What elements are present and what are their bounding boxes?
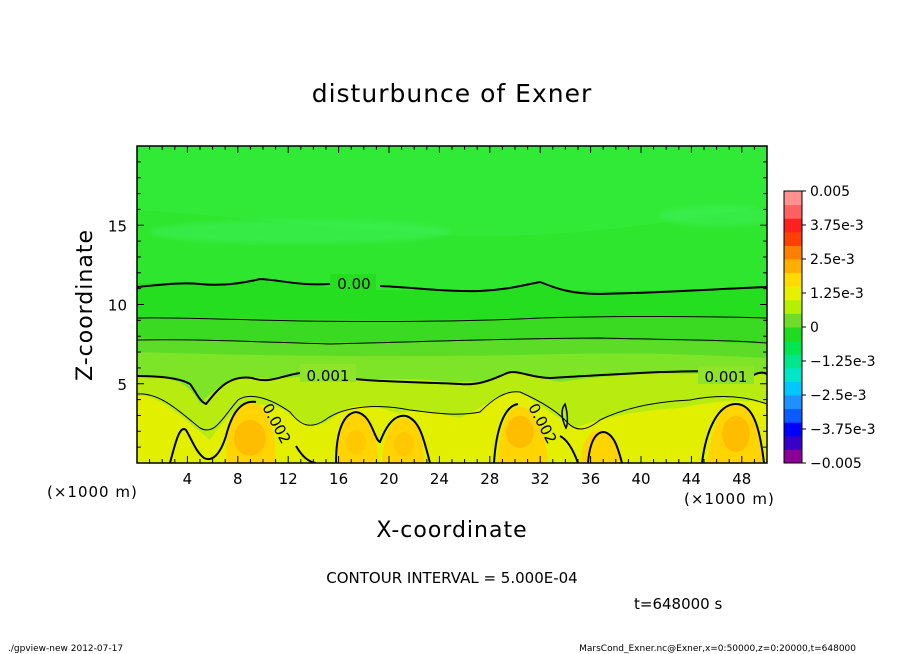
colorbar-label: −1.25e-3 — [810, 354, 875, 370]
contour-line-0 — [137, 277, 767, 296]
x-tick-label: 32 — [531, 470, 550, 488]
x-tick-label: 8 — [233, 470, 243, 488]
colorbar-label: 3.75e-3 — [810, 218, 864, 234]
colorbar-label: −0.005 — [810, 456, 862, 472]
colorbar — [784, 191, 802, 464]
footer-left: ./gpview-new 2012-07-17 — [8, 644, 123, 654]
contour-label-0: 0.00 — [337, 275, 370, 293]
colorbar-label: −3.75e-3 — [810, 422, 875, 438]
colorbar-swatch — [784, 422, 802, 437]
y-tick-label: 5 — [117, 376, 127, 394]
y-axis-ticks — [137, 161, 767, 448]
x-tick-label: 12 — [279, 470, 298, 488]
colorbar-swatch — [784, 299, 802, 314]
x-tick-label: 4 — [183, 470, 193, 488]
contour-line-thin-c — [137, 391, 767, 431]
colorbar-swatch — [784, 408, 802, 423]
chart-title: disturbunce of Exner — [312, 79, 593, 108]
x-tick-label: 44 — [682, 470, 701, 488]
colorbar-swatch — [784, 245, 802, 260]
colorbar-swatch — [784, 354, 802, 369]
contour-line-thin-b — [137, 337, 767, 345]
contour-lines — [137, 277, 767, 463]
x-tick-label: 20 — [379, 470, 398, 488]
colorbar-label: 0.005 — [810, 184, 850, 200]
colorbar-label: 0 — [810, 320, 819, 336]
colorbar-swatch — [784, 395, 802, 410]
y-axis-tick-labels: 5 10 15 — [108, 217, 127, 394]
contour-interval: CONTOUR INTERVAL = 5.000E-04 — [326, 569, 577, 587]
x-tick-label: 16 — [329, 470, 348, 488]
colorbar-swatch — [784, 313, 802, 328]
x-axis-label: X-coordinate — [376, 518, 527, 543]
colorbar-swatch — [784, 218, 802, 233]
x-tick-label: 28 — [480, 470, 499, 488]
colorbar-swatch — [784, 191, 802, 206]
colorbar-label: 1.25e-3 — [810, 286, 864, 302]
time-label: t=648000 s — [634, 595, 722, 613]
y-tick-label: 10 — [108, 297, 127, 315]
x-tick-label: 40 — [631, 470, 650, 488]
colorbar-swatch — [784, 381, 802, 396]
colorbar-label: 2.5e-3 — [810, 252, 855, 268]
colorbar-labels: 0.005 3.75e-3 2.5e-3 1.25e-3 0 −1.25e-3 −2.5e-… — [802, 184, 875, 472]
x-unit-left: (×1000 m) — [47, 483, 138, 501]
x-tick-label: 48 — [732, 470, 751, 488]
x-tick-label: 36 — [581, 470, 600, 488]
contour-label-0001-right: 0.001 — [705, 368, 748, 386]
colorbar-swatch — [784, 340, 802, 355]
contour-line-thin-a — [137, 316, 767, 323]
colorbar-swatch — [784, 231, 802, 246]
x-axis-tick-labels: 4 8 12 16 20 24 28 32 36 40 44 48 — [183, 470, 752, 488]
colorbar-swatch — [784, 449, 802, 464]
x-tick-label: 24 — [430, 470, 449, 488]
contour-line-0002-c — [493, 403, 623, 463]
contour-line-0002-b — [335, 410, 431, 463]
colorbar-swatch — [784, 435, 802, 450]
colorbar-swatch — [784, 272, 802, 287]
y-tick-label: 15 — [108, 217, 127, 235]
contour-field — [137, 146, 767, 463]
contour-line-0002-d — [701, 402, 765, 463]
y-axis-label: Z-coordinate — [73, 229, 98, 381]
colorbar-label: −2.5e-3 — [810, 388, 867, 404]
footer-right: MarsCond_Exner.nc@Exner,x=0:50000,z=0:20… — [579, 644, 856, 654]
colorbar-swatch — [784, 327, 802, 342]
colorbar-swatch — [784, 259, 802, 274]
x-axis-ticks — [149, 146, 755, 463]
x-unit-right: (×1000 m) — [684, 490, 775, 508]
contour-line-small — [561, 402, 569, 430]
colorbar-swatch — [784, 286, 802, 301]
colorbar-swatch — [784, 204, 802, 219]
colorbar-swatch — [784, 367, 802, 382]
contour-label-0001-left: 0.001 — [307, 367, 350, 385]
